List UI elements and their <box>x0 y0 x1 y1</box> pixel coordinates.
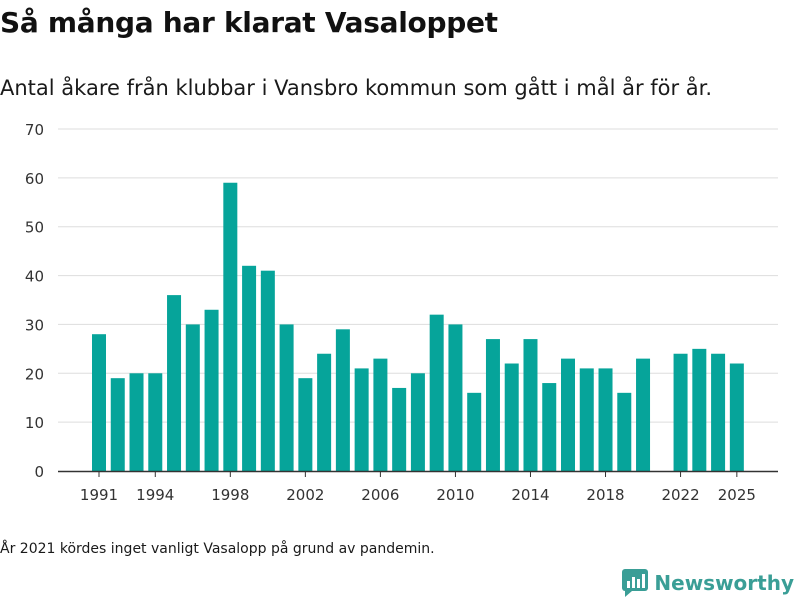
bar-2010 <box>448 324 463 471</box>
bar-2008 <box>410 373 425 471</box>
bar-2019 <box>617 392 632 471</box>
bar-1996 <box>185 324 200 471</box>
y-tick-label: 20 <box>25 365 44 383</box>
bar-2007 <box>392 387 407 471</box>
x-tick-label: 1998 <box>211 486 249 504</box>
bar-2024 <box>711 353 726 471</box>
bar-2000 <box>260 270 275 471</box>
bar-2009 <box>429 314 444 471</box>
x-tick-label: 2014 <box>511 486 549 504</box>
bar-2025 <box>729 363 744 471</box>
x-tick-label: 1994 <box>136 486 174 504</box>
y-tick-label: 50 <box>25 219 44 237</box>
brand-logo: Newsworthy <box>622 568 794 598</box>
bar-2020 <box>636 358 651 471</box>
newsworthy-logo-icon <box>622 569 649 597</box>
bar-2016 <box>561 358 575 471</box>
bar-1999 <box>242 265 257 471</box>
bar-2013 <box>504 363 519 471</box>
brand-name: Newsworthy <box>654 571 794 595</box>
y-tick-label: 40 <box>25 268 44 286</box>
bar-1997 <box>204 309 219 471</box>
footnote: År 2021 kördes inget vanligt Vasalopp på… <box>0 541 435 557</box>
x-tick-label: 1991 <box>80 486 118 504</box>
bar-1991 <box>92 334 106 471</box>
chart-subtitle: Antal åkare från klubbar i Vansbro kommu… <box>0 76 713 100</box>
bar-2001 <box>279 324 294 471</box>
y-tick-label: 30 <box>25 316 44 334</box>
chart-title: Så många har klarat Vasaloppet <box>0 6 498 39</box>
x-tick-label: 2010 <box>436 486 474 504</box>
x-tick-label: 2025 <box>718 486 756 504</box>
bar-2018 <box>598 368 613 471</box>
y-tick-label: 10 <box>25 414 44 432</box>
bar-2014 <box>523 339 538 471</box>
bar-1994 <box>148 373 163 471</box>
bar-2003 <box>317 353 332 471</box>
bars <box>92 182 744 472</box>
bar-1993 <box>129 373 144 471</box>
x-tick-label: 2006 <box>361 486 399 504</box>
y-tick-label: 0 <box>34 463 44 481</box>
bar-2017 <box>579 368 594 471</box>
bar-1992 <box>110 378 125 471</box>
bar-2023 <box>692 348 707 471</box>
y-axis-ticks: 0 10 20 30 40 50 60 70 <box>25 121 44 481</box>
bar-2004 <box>335 329 350 471</box>
x-axis-ticks: 1991 1994 1998 2002 2006 2010 2014 2018 2022 2025 <box>80 471 756 504</box>
x-tick-label: 2022 <box>661 486 699 504</box>
bar-chart: 0 10 20 30 40 50 60 70 1991 1994 1998 2002 2006 2010… <box>25 121 778 504</box>
bar-2002 <box>298 378 313 471</box>
y-tick-label: 60 <box>25 170 44 188</box>
bar-2011 <box>467 392 482 471</box>
x-tick-label: 2002 <box>286 486 324 504</box>
bar-2022 <box>673 353 688 471</box>
bar-2015 <box>542 383 557 471</box>
x-tick-label: 2018 <box>586 486 624 504</box>
bar-1998 <box>223 182 238 472</box>
bar-2012 <box>485 339 500 471</box>
y-tick-label: 70 <box>25 121 44 139</box>
bar-2005 <box>354 368 369 471</box>
bar-2006 <box>373 358 388 471</box>
bar-1995 <box>167 295 182 471</box>
